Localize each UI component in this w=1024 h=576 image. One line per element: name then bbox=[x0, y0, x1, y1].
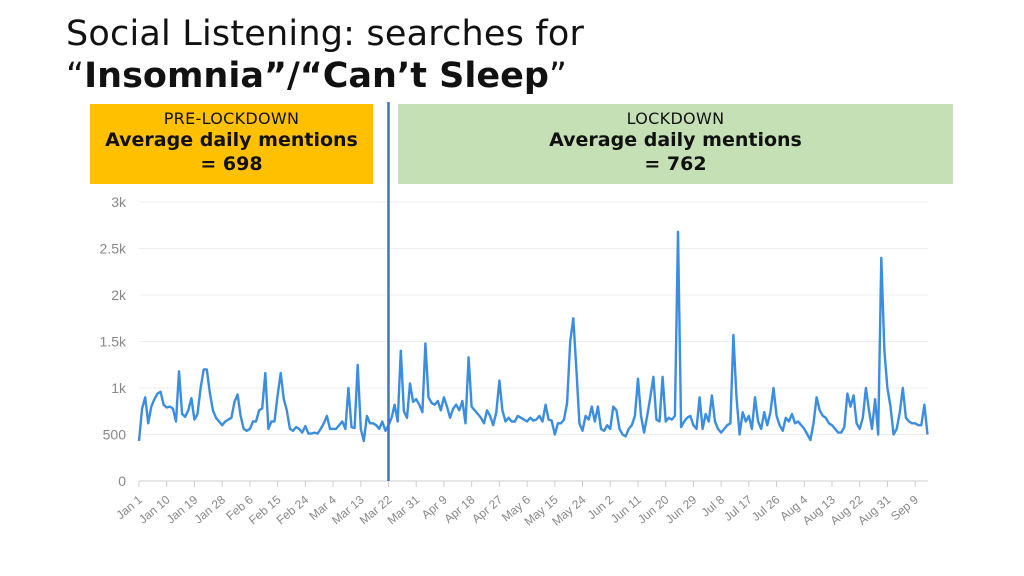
x-tick-label: Feb 24 bbox=[274, 492, 312, 527]
lockdown-value: = 762 bbox=[644, 153, 707, 175]
lockdown-metric: Average daily mentions bbox=[549, 129, 802, 151]
y-tick-label: 2k bbox=[111, 287, 127, 303]
x-tick-label: Apr 27 bbox=[469, 492, 505, 526]
x-tick-label: Mar 31 bbox=[385, 492, 423, 527]
title-search-terms: Insomnia”/“Can’t Sleep bbox=[84, 56, 549, 96]
pre-lockdown-metric: Average daily mentions bbox=[105, 129, 358, 151]
title-line-2: “Insomnia”/“Can’t Sleep” bbox=[66, 56, 567, 96]
x-tick-label: Jul 17 bbox=[721, 492, 755, 524]
y-tick-label: 1k bbox=[111, 380, 127, 396]
title-line-1: Social Listening: searches for bbox=[66, 14, 585, 54]
close-quote: ” bbox=[548, 56, 568, 96]
lockdown-label: LOCKDOWN bbox=[626, 109, 725, 128]
x-tick-label: Aug 31 bbox=[855, 492, 893, 527]
y-tick-label: 1.5k bbox=[100, 334, 127, 350]
x-tick-label: Apr 18 bbox=[441, 492, 477, 526]
mentions-series-line bbox=[137, 230, 929, 443]
x-tick-label: Jan 28 bbox=[191, 492, 228, 526]
y-tick-label: 0 bbox=[118, 473, 126, 489]
open-quote: “ bbox=[66, 56, 85, 96]
pre-lockdown-value: = 698 bbox=[200, 153, 263, 175]
y-tick-label: 3k bbox=[111, 194, 127, 210]
pre-lockdown-box: PRE-LOCKDOWN Average daily mentions = 69… bbox=[90, 104, 373, 184]
x-tick-label: Jul 26 bbox=[749, 492, 783, 524]
x-tick-label: Jun 29 bbox=[663, 492, 700, 526]
pre-lockdown-label: PRE-LOCKDOWN bbox=[163, 109, 300, 128]
x-tick-label: Sep 9 bbox=[888, 492, 921, 523]
y-tick-label: 500 bbox=[103, 427, 127, 443]
lockdown-box: LOCKDOWN Average daily mentions = 762 bbox=[398, 104, 953, 184]
y-tick-label: 2.5k bbox=[100, 241, 127, 257]
